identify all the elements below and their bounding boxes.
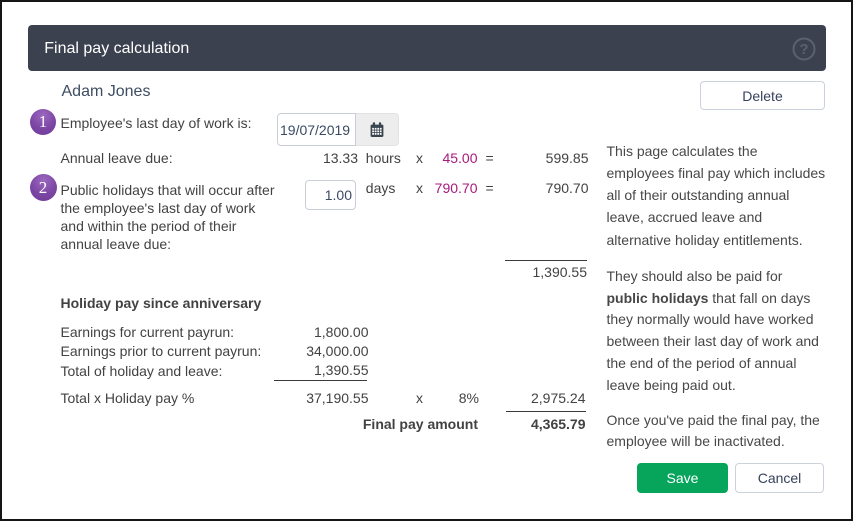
svg-text:?: ? xyxy=(800,41,809,58)
